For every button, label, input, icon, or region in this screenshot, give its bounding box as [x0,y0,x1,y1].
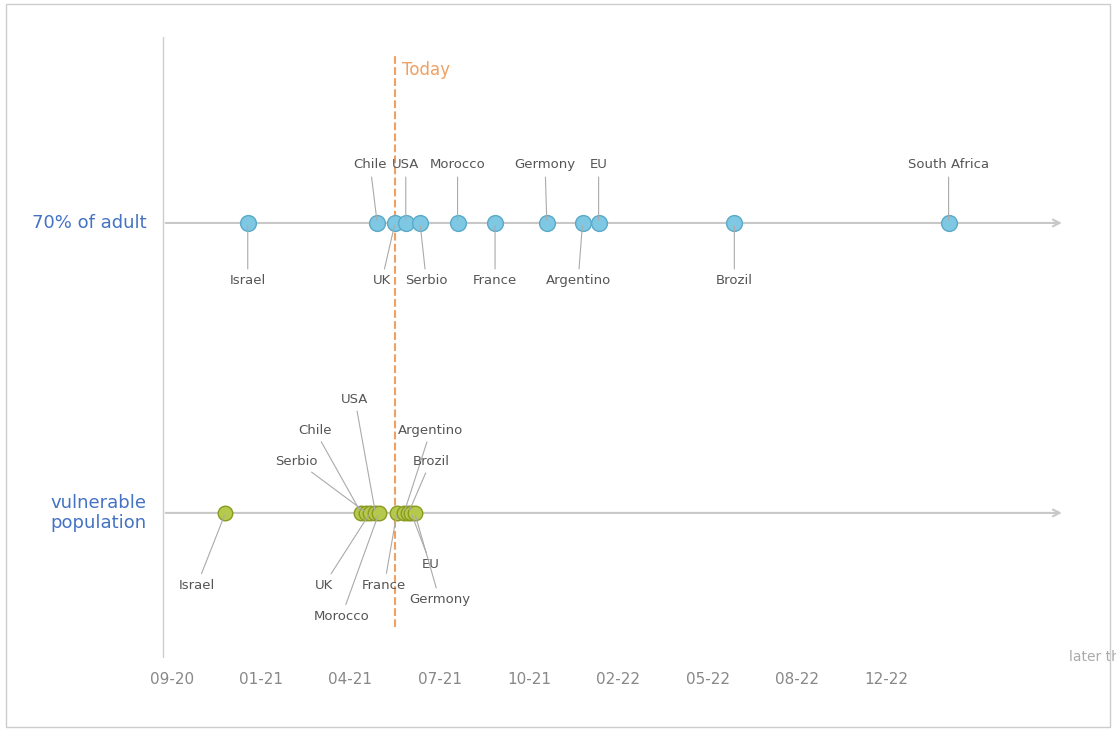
Text: EU: EU [412,515,440,571]
Point [217,507,234,519]
Point [402,507,420,519]
Text: Chile: Chile [298,423,359,510]
Text: Argentino: Argentino [398,423,463,510]
Text: USA: USA [392,159,420,220]
Text: Israel: Israel [179,515,224,592]
Text: Germony: Germony [514,159,576,220]
Text: Germony: Germony [410,515,470,607]
Point [366,507,384,519]
Point [357,507,375,519]
Point [725,217,743,229]
Text: later than: later than [1069,650,1116,664]
Text: France: France [473,226,517,287]
Text: Serbio: Serbio [405,226,448,287]
Point [368,217,386,229]
Point [449,217,466,229]
Point [574,217,591,229]
Point [406,507,424,519]
Point [362,507,379,519]
Text: EU: EU [589,159,607,220]
Text: South Africa: South Africa [908,159,989,220]
Text: Chile: Chile [354,159,387,220]
Text: UK: UK [315,515,368,592]
Text: 70% of adult: 70% of adult [32,214,147,232]
Point [239,217,257,229]
Point [538,217,556,229]
Point [371,507,388,519]
Text: Serbio: Serbio [276,455,364,511]
Point [353,507,371,519]
Text: Morocco: Morocco [430,159,485,220]
Point [397,217,415,229]
Text: Brozil: Brozil [410,455,450,510]
Point [400,507,417,519]
Text: Today: Today [402,61,450,80]
Text: France: France [363,515,406,592]
Point [411,217,429,229]
Point [940,217,958,229]
Point [589,217,607,229]
Text: vulnerable
population: vulnerable population [50,493,147,532]
Text: USA: USA [341,393,375,510]
Point [388,507,406,519]
Text: Israel: Israel [230,226,266,287]
Point [395,507,413,519]
Text: UK: UK [373,226,394,287]
Text: Morocco: Morocco [314,515,378,623]
Text: Brozil: Brozil [715,226,753,287]
Point [487,217,504,229]
Point [386,217,404,229]
Text: Argentino: Argentino [546,226,610,287]
